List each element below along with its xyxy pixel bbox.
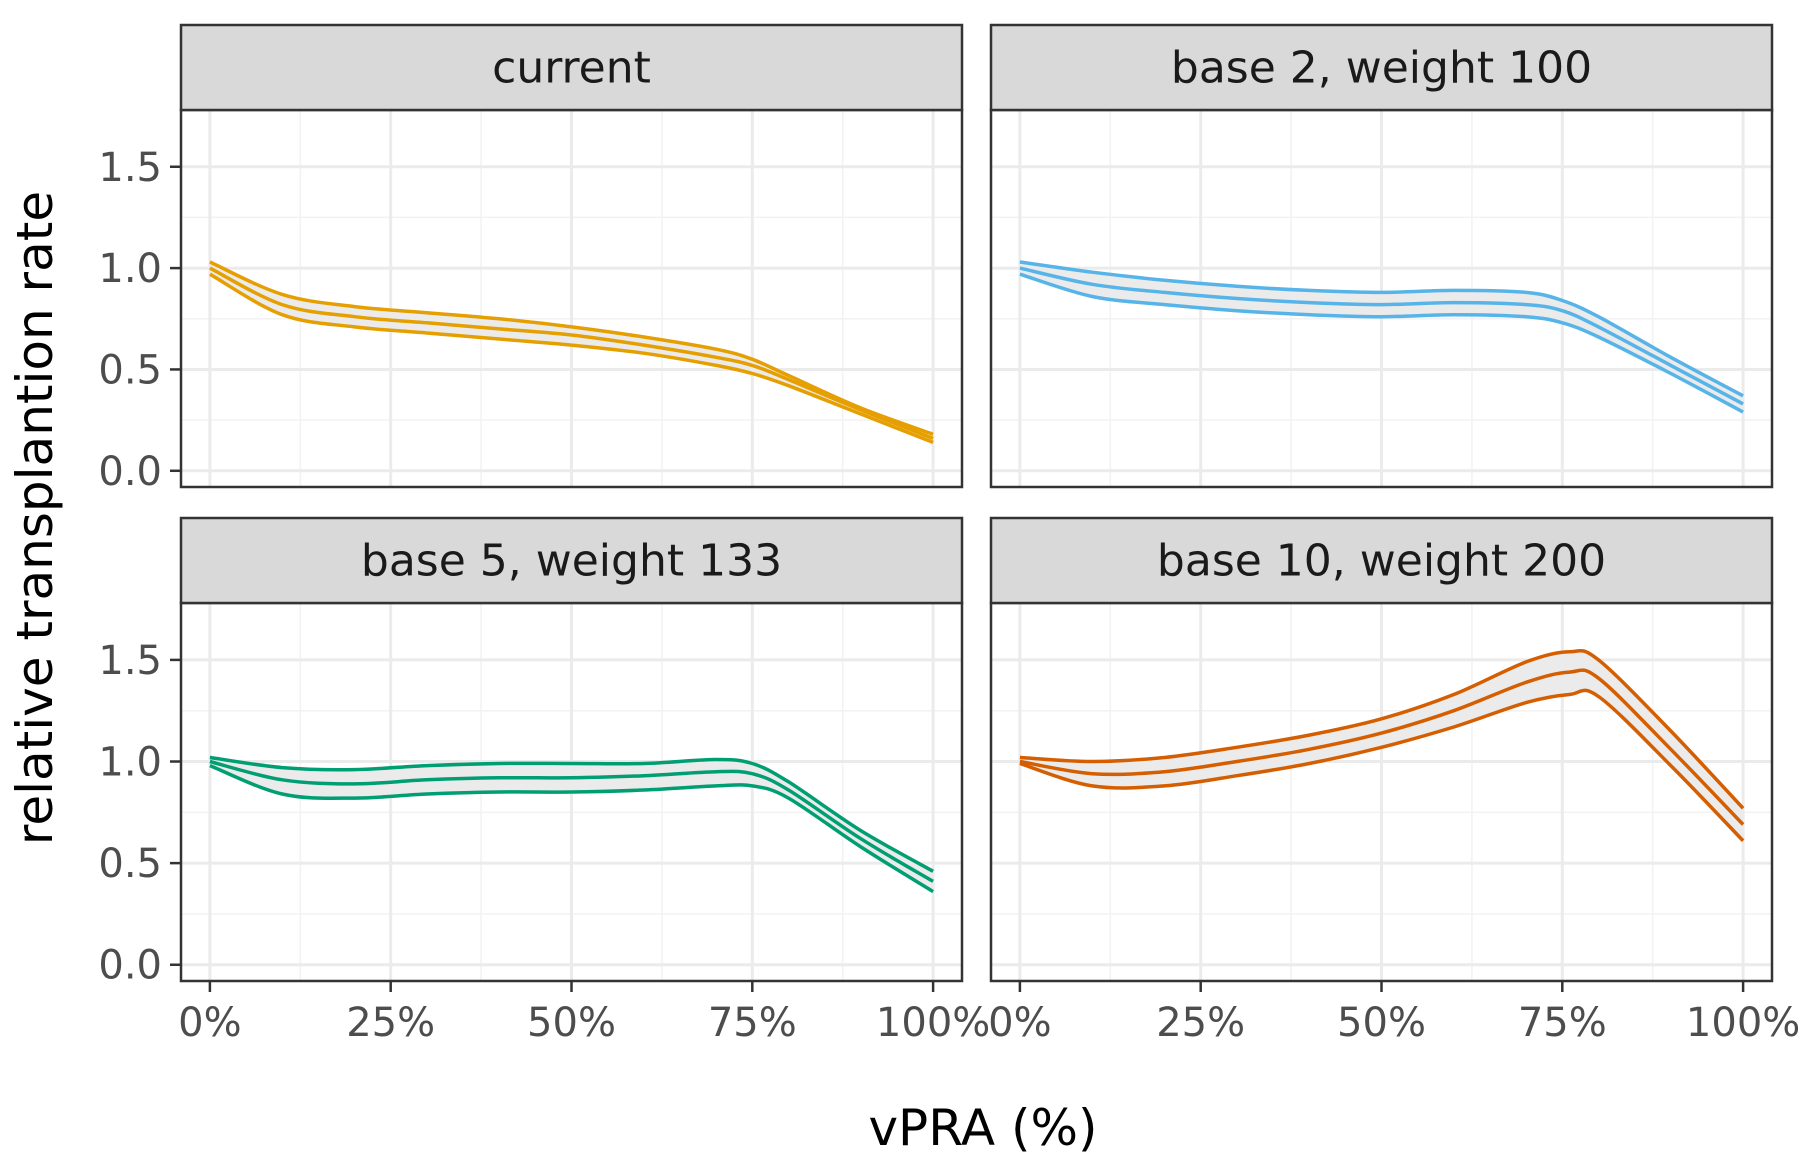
series-line-estimate xyxy=(209,266,934,441)
panel-1: base 2, weight 100 xyxy=(989,23,1774,489)
confidence-band xyxy=(1019,262,1744,412)
y-tick-label: 1.0 xyxy=(98,740,162,786)
facet-title: base 2, weight 100 xyxy=(1171,43,1592,94)
y-tick-label: 0.5 xyxy=(98,841,162,887)
series-line-estimate xyxy=(1019,266,1744,406)
x-tick-label: 0% xyxy=(178,1000,241,1046)
panel-0: current 0.0 0.5 1.0 1.5 xyxy=(98,23,964,495)
x-tick-label: 25% xyxy=(1156,1000,1245,1046)
series-line-lower xyxy=(1019,272,1744,414)
facet-title: current xyxy=(492,43,651,94)
series-line-lower xyxy=(1019,688,1745,843)
x-tick-label: 75% xyxy=(1518,1000,1607,1046)
x-tick-label: 50% xyxy=(1337,1000,1426,1046)
series-line-upper xyxy=(209,755,934,873)
y-tick-label: 1.5 xyxy=(98,145,162,191)
facet-strip xyxy=(179,23,964,112)
facet-strip xyxy=(989,516,1774,605)
x-tick-label: 25% xyxy=(346,1000,435,1046)
x-tick-label: 100% xyxy=(1686,1000,1800,1046)
x-tick-label: 50% xyxy=(527,1000,616,1046)
facet-title: base 5, weight 133 xyxy=(361,536,782,587)
facet-strip xyxy=(989,23,1774,112)
y-tick-label: 0.5 xyxy=(98,347,162,393)
series-line-upper xyxy=(209,260,934,436)
series-line-upper xyxy=(1019,648,1745,810)
panel-3: base 10, weight 200 0% 25% 50% 75% 100% xyxy=(988,516,1800,1046)
facet-title: base 10, weight 200 xyxy=(1157,536,1606,587)
series-line-upper xyxy=(1019,260,1744,398)
y-tick-label: 0.0 xyxy=(98,943,162,989)
x-axis-title: vPRA (%) xyxy=(868,1099,1097,1157)
confidence-band xyxy=(209,757,934,892)
series-line-lower xyxy=(209,272,934,445)
y-tick-label: 1.0 xyxy=(98,246,162,292)
facet-strip xyxy=(179,516,964,605)
panels-layer: current 0.0 0.5 1.0 1.5 base 2, weight 100 bas… xyxy=(98,23,1800,1046)
x-tick-label: 75% xyxy=(708,1000,797,1046)
x-tick-label: 0% xyxy=(988,1000,1051,1046)
y-tick-label: 1.5 xyxy=(98,638,162,684)
y-axis-title: relative transplantion rate xyxy=(6,191,64,845)
panel-2: base 5, weight 133 0.0 0.5 1.0 1.5 0% 25% 50% 75… xyxy=(98,516,990,1046)
series-line-lower xyxy=(209,763,935,894)
x-tick-label: 100% xyxy=(876,1000,990,1046)
series-line-estimate xyxy=(1019,668,1745,826)
series-line-estimate xyxy=(209,759,934,883)
y-tick-label: 0.0 xyxy=(98,449,162,495)
